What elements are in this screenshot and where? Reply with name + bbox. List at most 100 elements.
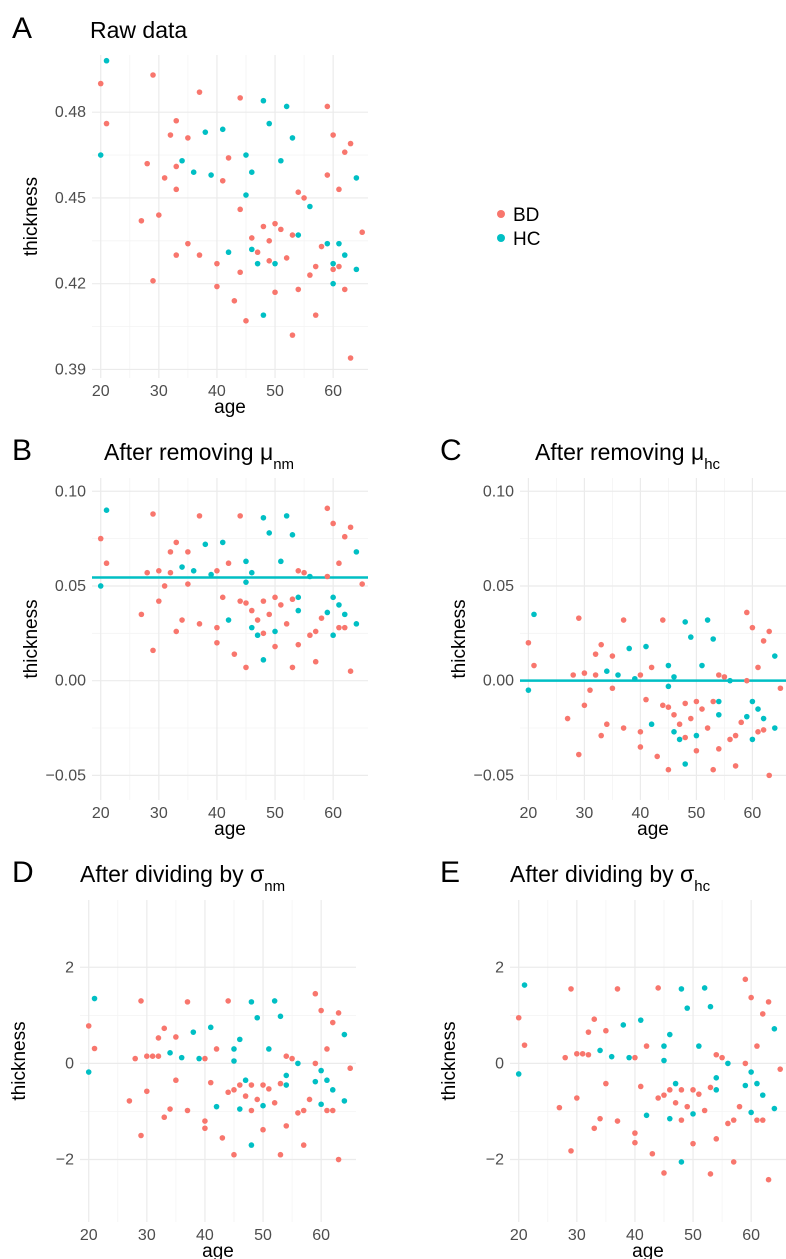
point-bd xyxy=(620,617,627,623)
point-bd xyxy=(156,212,162,218)
point-bd xyxy=(103,120,110,127)
point-hc xyxy=(744,713,750,720)
point-bd xyxy=(161,1025,168,1032)
point-bd xyxy=(155,1053,162,1059)
point-hc xyxy=(727,677,733,684)
y-tick-labels-a: 0.39 0.42 0.45 0.48 xyxy=(55,104,86,378)
point-hc xyxy=(248,569,255,576)
point-bd xyxy=(742,976,749,983)
point-hc xyxy=(277,1013,284,1020)
point-bd xyxy=(574,1050,580,1057)
point-hc xyxy=(225,617,232,623)
point-bd xyxy=(732,732,739,739)
points-c xyxy=(525,609,784,779)
point-bd xyxy=(318,243,325,250)
point-bd xyxy=(330,132,336,138)
legend: BD HC xyxy=(497,205,540,250)
point-hc xyxy=(260,312,267,318)
point-hc xyxy=(707,1003,714,1010)
point-hc xyxy=(243,558,249,565)
point-hc xyxy=(760,715,767,722)
point-bd xyxy=(643,696,649,703)
point-hc xyxy=(341,1031,348,1038)
point-hc xyxy=(336,602,342,608)
point-hc xyxy=(208,172,214,178)
point-bd xyxy=(185,240,191,247)
point-bd xyxy=(219,1135,226,1141)
panel-title-d: After dividing by σnm xyxy=(80,861,285,895)
point-bd xyxy=(306,1096,313,1103)
point-hc xyxy=(103,507,110,513)
point-bd xyxy=(196,513,203,519)
point-hc xyxy=(225,249,232,256)
point-bd xyxy=(637,1083,644,1090)
point-hc xyxy=(324,609,331,616)
point-hc xyxy=(725,1060,731,1067)
point-bd xyxy=(173,117,180,124)
point-bd xyxy=(173,186,180,193)
point-bd xyxy=(330,520,336,527)
x-tick-label: 30 xyxy=(138,1227,156,1244)
point-bd xyxy=(278,226,284,233)
point-bd xyxy=(272,594,278,601)
point-bd xyxy=(570,672,576,678)
point-hc xyxy=(608,1053,615,1060)
y-axis-label-e: thickness xyxy=(439,1021,460,1100)
point-bd xyxy=(730,1159,737,1165)
point-bd xyxy=(260,1082,266,1088)
point-bd xyxy=(214,568,220,574)
point-bd xyxy=(307,272,313,278)
point-bd xyxy=(690,1087,696,1093)
point-hc xyxy=(742,1082,749,1089)
point-bd xyxy=(185,581,191,587)
legend-swatch-hc xyxy=(497,234,505,242)
point-bd xyxy=(707,1084,714,1091)
point-bd xyxy=(754,1043,760,1049)
point-bd xyxy=(161,583,168,589)
y-tick-label: −0.05 xyxy=(46,767,87,784)
point-hc xyxy=(597,1047,603,1054)
panel-title-c: After removing μhc xyxy=(535,439,721,473)
point-bd xyxy=(347,1065,353,1072)
point-bd xyxy=(243,664,249,671)
point-bd xyxy=(603,1080,609,1087)
point-hc xyxy=(626,1054,632,1061)
point-hc xyxy=(643,643,649,650)
y-tick-label: 0.48 xyxy=(55,104,86,121)
point-hc xyxy=(243,152,249,158)
point-bd xyxy=(330,266,336,273)
point-bd xyxy=(765,999,772,1005)
y-tick-labels-e: −2 0 2 xyxy=(486,959,504,1168)
point-bd xyxy=(760,638,767,644)
point-hc xyxy=(330,632,336,639)
point-hc xyxy=(676,736,683,743)
point-hc xyxy=(748,1069,754,1075)
point-bd xyxy=(324,573,331,580)
point-bd xyxy=(196,89,203,95)
point-hc xyxy=(208,571,214,578)
point-bd xyxy=(138,998,144,1004)
point-bd xyxy=(688,715,694,722)
point-bd xyxy=(591,1125,598,1132)
point-bd xyxy=(248,1107,255,1114)
point-hc xyxy=(283,513,290,519)
point-bd xyxy=(144,160,150,167)
point-bd xyxy=(632,1130,638,1136)
point-bd xyxy=(289,232,296,238)
point-bd xyxy=(167,569,174,576)
point-hc xyxy=(525,687,532,693)
point-hc xyxy=(190,169,197,175)
point-bd xyxy=(678,1087,685,1093)
point-bd xyxy=(643,1043,650,1049)
y-axis-label-d: thickness xyxy=(9,1021,30,1100)
point-bd xyxy=(167,1106,173,1112)
point-bd xyxy=(295,1110,301,1116)
point-hc xyxy=(213,1103,220,1110)
point-hc xyxy=(266,1046,272,1052)
point-bd xyxy=(184,999,191,1005)
x-tick-label: 30 xyxy=(568,1227,586,1244)
point-hc xyxy=(754,1080,760,1087)
panel-title-a: Raw data xyxy=(90,17,187,43)
point-bd xyxy=(324,1107,330,1114)
